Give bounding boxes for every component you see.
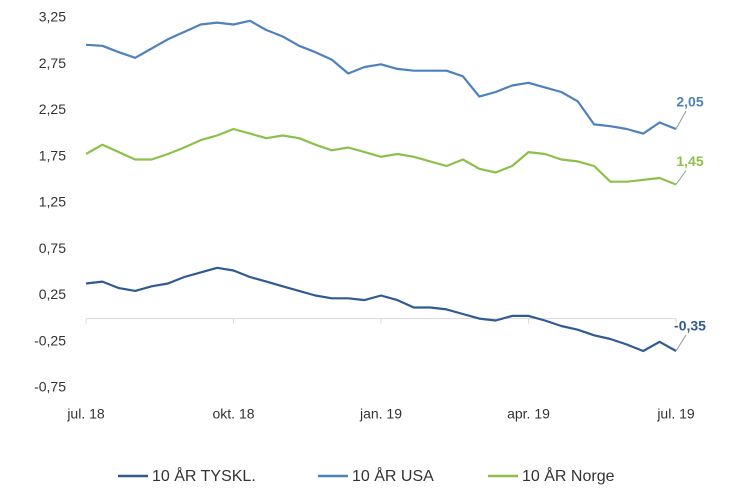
- x-tick-label: okt. 18: [212, 406, 254, 422]
- data-label: -0,35: [674, 318, 706, 334]
- label-leader: [675, 334, 687, 352]
- x-tick-label: jul. 18: [66, 406, 105, 422]
- y-tick-label: 2,75: [39, 55, 66, 71]
- x-tick-label: jan. 19: [359, 406, 402, 422]
- y-tick-label: 2,25: [39, 101, 66, 117]
- label-leader: [675, 170, 687, 185]
- line-series: [85, 19, 677, 135]
- legend-label: 10 ÅR TYSKL.: [152, 466, 256, 485]
- data-label: 2,05: [676, 94, 703, 110]
- legend-label: 10 ÅR Norge: [522, 466, 615, 485]
- y-tick-label: 1,25: [39, 194, 66, 210]
- y-tick-label: -0,75: [34, 379, 66, 395]
- y-tick-label: -0,25: [34, 332, 66, 348]
- x-tick-label: apr. 19: [507, 406, 550, 422]
- legend-label: 10 ÅR USA: [352, 466, 434, 485]
- x-tick-label: jul. 19: [656, 406, 695, 422]
- label-leader: [675, 110, 687, 130]
- data-label: 1,45: [676, 153, 703, 169]
- y-tick-label: 3,25: [39, 9, 66, 25]
- y-tick-label: 0,25: [39, 286, 66, 302]
- line-series: [85, 127, 677, 186]
- line-series: [85, 266, 677, 353]
- y-tick-label: 0,75: [39, 240, 66, 256]
- y-tick-label: 1,75: [39, 147, 66, 163]
